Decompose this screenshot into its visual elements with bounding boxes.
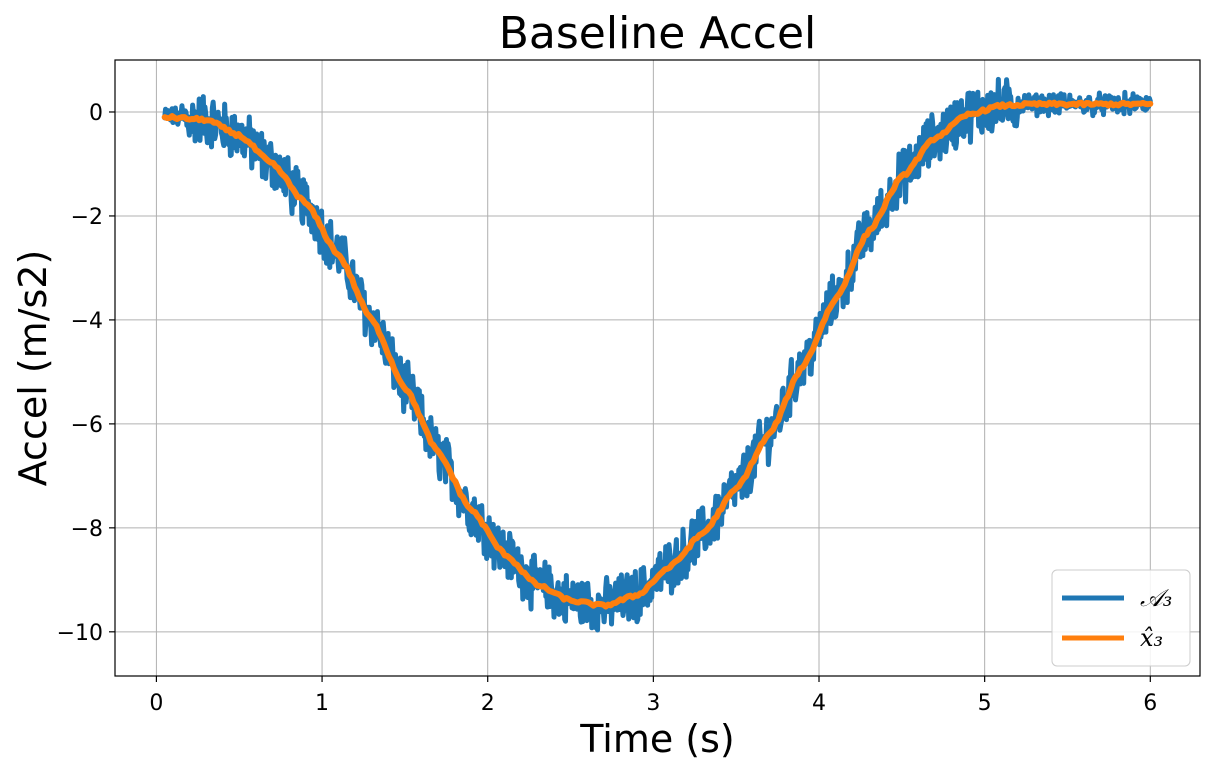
y-tick-label: −8 [71, 517, 103, 542]
series-line-1 [161, 99, 1154, 610]
legend-box [1051, 569, 1191, 667]
x-tick-label: 3 [646, 691, 660, 716]
x-axis-title: Time (s) [579, 717, 735, 761]
chart-title: Baseline Accel [499, 8, 817, 59]
y-tick-label: 0 [89, 101, 103, 126]
x-tick-label: 4 [812, 691, 826, 716]
x-tick-label: 1 [315, 691, 329, 716]
y-tick-label: −6 [71, 413, 103, 438]
series-layer [161, 76, 1154, 633]
y-tick-label: −4 [71, 309, 103, 334]
legend-label-0: 𝒜₃ [1140, 584, 1172, 612]
ticks: 0 1 2 3 4 5 6 0 −2 −4 −6 −8 −10 [57, 101, 1158, 716]
x-tick-label: 2 [481, 691, 495, 716]
legend-label-1: x̂₃ [1140, 624, 1163, 652]
x-tick-label: 5 [978, 691, 992, 716]
x-tick-label: 0 [149, 691, 163, 716]
y-tick-label: −10 [57, 621, 103, 646]
y-tick-label: −2 [71, 205, 103, 230]
y-axis-title: Accel (m/s2) [11, 250, 55, 487]
grid [115, 60, 1200, 676]
legend: 𝒜₃ x̂₃ [1051, 569, 1191, 667]
plot-frame [114, 59, 1201, 677]
series-line-0 [162, 76, 1153, 633]
x-tick-label: 6 [1143, 691, 1157, 716]
